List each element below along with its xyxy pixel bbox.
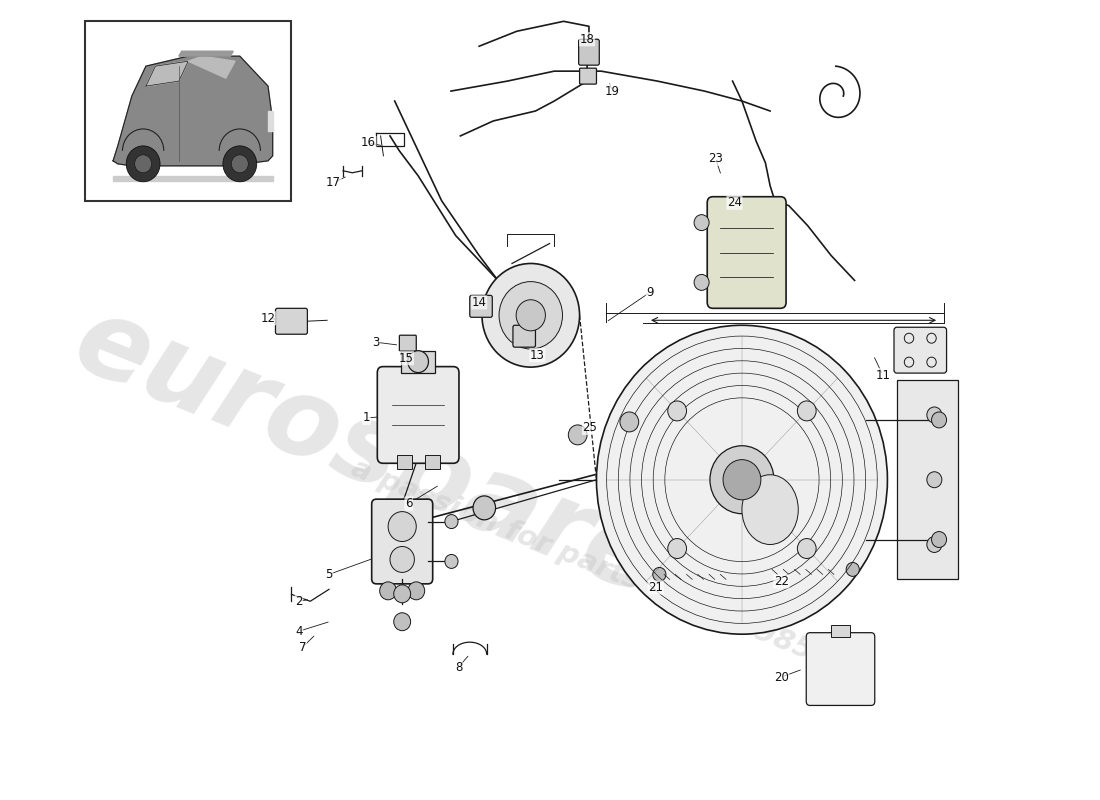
Circle shape [927,407,942,423]
Text: 24: 24 [727,196,741,209]
Ellipse shape [742,474,799,545]
Circle shape [668,538,686,558]
Text: 14: 14 [472,296,486,309]
FancyBboxPatch shape [579,39,600,65]
Bar [425,455,440,470]
FancyBboxPatch shape [894,327,947,373]
Text: 8: 8 [454,661,462,674]
Polygon shape [146,61,188,86]
Text: 6: 6 [405,497,412,510]
FancyBboxPatch shape [806,633,874,706]
Text: 21: 21 [648,581,663,594]
Text: a passion for parts since 1985: a passion for parts since 1985 [348,454,817,666]
FancyBboxPatch shape [399,335,416,351]
Circle shape [710,446,774,514]
Circle shape [231,155,249,173]
FancyBboxPatch shape [707,197,786,308]
Circle shape [134,155,152,173]
Circle shape [668,401,686,421]
Circle shape [846,562,859,576]
Text: 18: 18 [580,33,594,46]
Circle shape [379,582,397,600]
FancyBboxPatch shape [275,308,307,334]
Bar [402,350,434,373]
Circle shape [223,146,256,182]
Polygon shape [268,111,273,131]
Circle shape [798,538,816,558]
Text: 23: 23 [708,152,723,166]
Circle shape [927,472,942,488]
FancyBboxPatch shape [580,68,596,84]
Text: 7: 7 [299,641,307,654]
Circle shape [388,512,416,542]
Text: 20: 20 [774,670,789,683]
Text: 17: 17 [327,176,341,190]
FancyBboxPatch shape [372,499,432,584]
Circle shape [516,300,546,331]
Text: 4: 4 [295,625,302,638]
Circle shape [620,412,639,432]
Circle shape [126,146,160,182]
Circle shape [694,214,710,230]
Text: 22: 22 [774,575,789,588]
Circle shape [482,263,580,367]
Circle shape [394,613,410,630]
Text: 15: 15 [398,352,414,365]
Circle shape [596,326,888,634]
Text: 13: 13 [530,349,544,362]
Text: 1: 1 [363,411,371,425]
Circle shape [569,425,587,445]
Circle shape [798,401,816,421]
Text: 5: 5 [326,568,332,581]
Circle shape [932,412,947,428]
FancyBboxPatch shape [470,295,493,318]
Circle shape [408,582,425,600]
Text: 25: 25 [583,422,597,434]
Text: 16: 16 [361,136,376,150]
Text: 11: 11 [876,369,890,382]
Polygon shape [113,56,273,166]
FancyBboxPatch shape [513,326,536,347]
Circle shape [473,496,496,520]
Polygon shape [179,51,233,56]
Circle shape [723,460,761,500]
Text: 3: 3 [372,336,379,349]
Polygon shape [188,56,235,78]
Circle shape [390,546,415,572]
Polygon shape [113,176,273,181]
Text: 2: 2 [295,594,302,608]
Circle shape [408,350,429,373]
Bar [832,625,850,637]
Circle shape [927,537,942,553]
Circle shape [694,274,710,290]
Circle shape [394,585,410,602]
Text: 9: 9 [646,286,653,299]
Bar [85,22,292,201]
Circle shape [652,567,666,582]
Text: 12: 12 [261,312,275,325]
Circle shape [932,531,947,547]
Circle shape [444,554,458,569]
Bar [896,380,958,579]
Circle shape [499,282,562,349]
Text: eurospares: eurospares [59,286,734,642]
Circle shape [444,514,458,529]
Bar [397,455,411,470]
Text: 19: 19 [605,85,620,98]
FancyBboxPatch shape [377,366,459,463]
